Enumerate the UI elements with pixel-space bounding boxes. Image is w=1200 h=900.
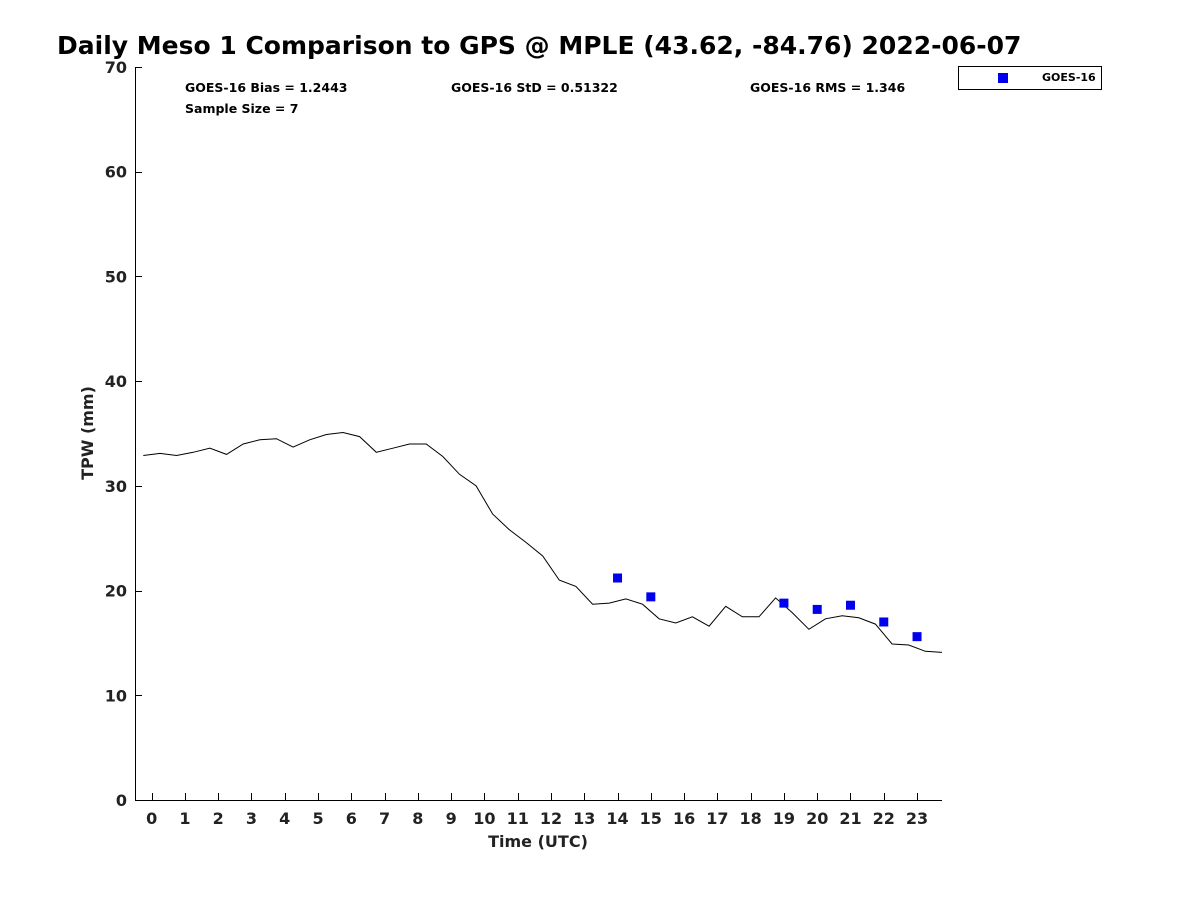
x-tick-label: 0: [146, 809, 157, 828]
goes-16-point: [879, 617, 889, 627]
legend-marker: [998, 73, 1008, 83]
stats-panel: GOES-16 Bias = 1.2443 GOES-16 StD = 0.51…: [185, 80, 905, 116]
x-tick-label: 22: [873, 809, 895, 828]
bias-stat: GOES-16 Bias = 1.2443: [185, 80, 347, 95]
x-tick-label: 18: [740, 809, 762, 828]
legend-box: [958, 66, 1102, 90]
std-stat: GOES-16 StD = 0.51322: [451, 80, 618, 95]
y-tick-label: 30: [105, 477, 127, 496]
x-tick-label: 11: [507, 809, 529, 828]
x-tick-label: 2: [213, 809, 224, 828]
sample-size-stat: Sample Size = 7: [185, 101, 298, 116]
plot-area: [143, 431, 943, 653]
x-ticks: 0 1 2 3 4 5 6 7 8 9 10 11 12 13 14 15 16 17 18 19 20 21 22 23: [146, 793, 928, 828]
x-tick-label: 9: [446, 809, 457, 828]
gps-tpw-line: [143, 431, 943, 653]
y-tick-label: 50: [105, 267, 127, 286]
y-axis-label: TPW (mm): [78, 386, 97, 480]
axes: [135, 67, 942, 801]
x-tick-label: 23: [906, 809, 928, 828]
y-tick-label: 70: [105, 58, 127, 77]
x-tick-label: 20: [806, 809, 828, 828]
y-tick-label: 20: [105, 582, 127, 601]
x-tick-label: 7: [379, 809, 390, 828]
goes-16-point: [646, 592, 656, 602]
x-tick-label: 10: [473, 809, 495, 828]
legend-label: GOES-16: [1042, 71, 1096, 84]
x-tick-label: 12: [540, 809, 562, 828]
goes-16-point: [613, 573, 623, 583]
goes-16-point: [812, 604, 822, 614]
y-tick-label: 60: [105, 163, 127, 182]
y-tick-label: 0: [116, 791, 127, 810]
goes-16-point: [845, 600, 855, 610]
y-ticks: 0 10 20 30 40 50 60 70: [105, 58, 142, 810]
x-tick-label: 6: [346, 809, 357, 828]
chart-title: Daily Meso 1 Comparison to GPS @ MPLE (4…: [57, 31, 1021, 60]
x-tick-label: 3: [246, 809, 257, 828]
y-tick-label: 10: [105, 686, 127, 705]
x-tick-label: 21: [839, 809, 861, 828]
x-tick-label: 14: [606, 809, 628, 828]
x-tick-label: 15: [640, 809, 662, 828]
x-axis-label: Time (UTC): [488, 832, 588, 851]
x-tick-label: 13: [573, 809, 595, 828]
rms-stat: GOES-16 RMS = 1.346: [750, 80, 905, 95]
x-tick-label: 1: [179, 809, 190, 828]
goes-16-point: [779, 598, 789, 608]
y-tick-label: 40: [105, 372, 127, 391]
x-tick-label: 19: [773, 809, 795, 828]
x-tick-label: 5: [312, 809, 323, 828]
legend: GOES-16: [958, 66, 1102, 90]
x-tick-label: 17: [706, 809, 728, 828]
x-tick-label: 4: [279, 809, 290, 828]
x-tick-label: 8: [412, 809, 423, 828]
x-tick-label: 16: [673, 809, 695, 828]
goes-16-point: [912, 632, 922, 642]
